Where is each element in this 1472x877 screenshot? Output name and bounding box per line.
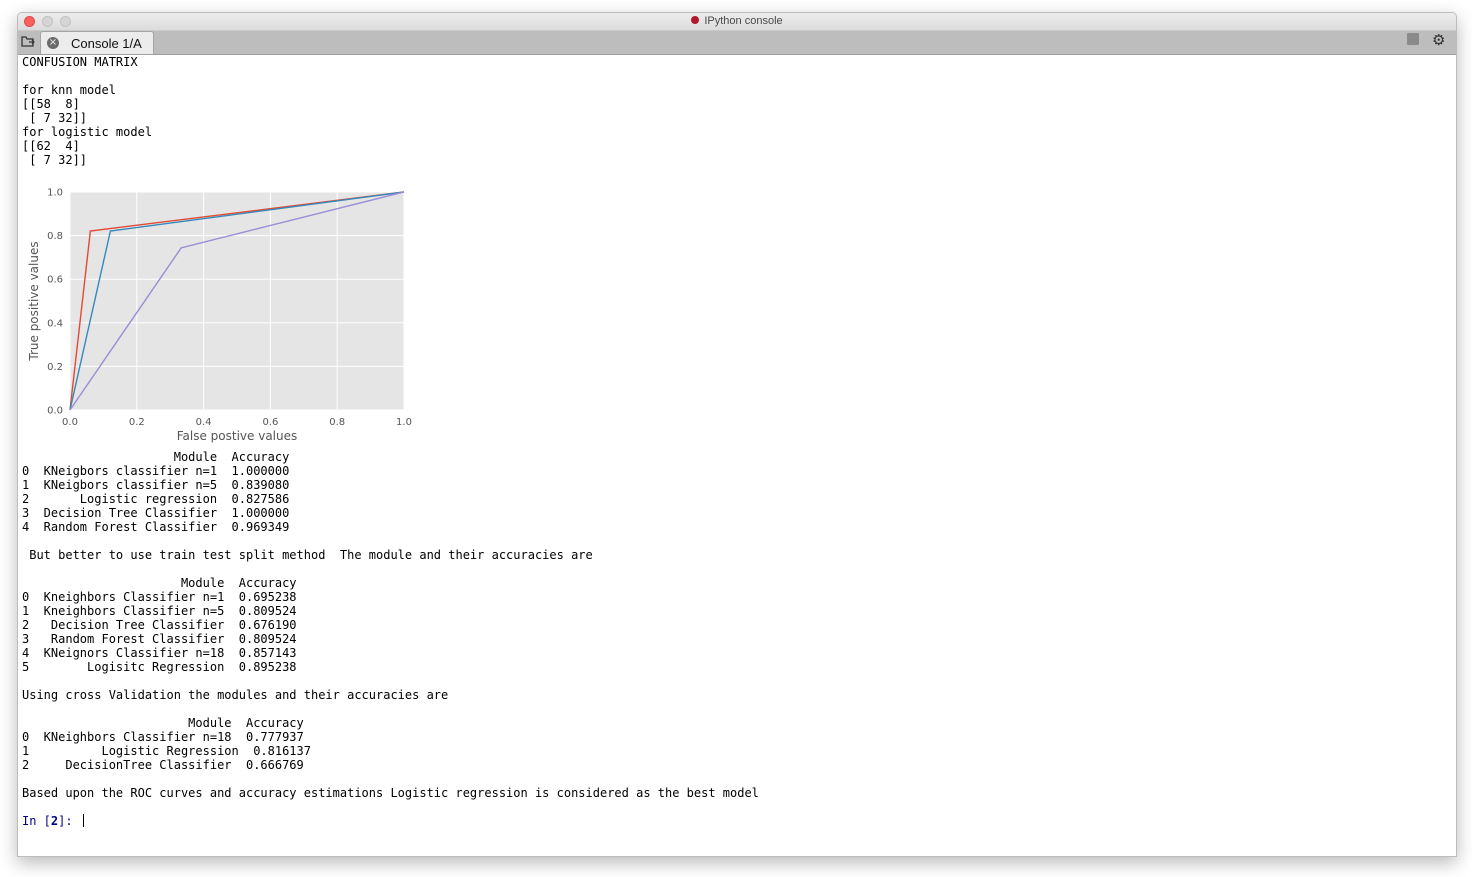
console-line: for knn model: [22, 83, 116, 97]
console-line: [ 7 32]]: [22, 153, 88, 167]
console-line: 3 Random Forest Classifier 0.809524: [22, 632, 297, 646]
confusion-matrix-output: CONFUSION MATRIX for knn model [[58 8] […: [22, 55, 152, 167]
prompt-label: In [: [22, 814, 51, 828]
x-tick-label: 0.2: [129, 417, 145, 428]
console-line: 3 Decision Tree Classifier 1.000000: [22, 506, 290, 520]
title-bar: IPython console: [18, 13, 1456, 31]
y-tick-label: 0.2: [47, 362, 63, 373]
console-line: [[58 8]: [22, 97, 80, 111]
plot-area: [70, 192, 404, 410]
browse-tabs-icon[interactable]: [20, 33, 36, 49]
minimize-window-button[interactable]: [42, 16, 53, 27]
x-axis-label: False postive values: [177, 429, 298, 443]
x-tick-label: 0.0: [62, 417, 78, 428]
roc-curve-chart: 0.0 0.2 0.4 0.6 0.8 1.0 0.0 0.2 0.4 0.6 0.8 1.0 Fals…: [27, 188, 412, 444]
text-cursor: [82, 814, 84, 827]
console-line: Based upon the ROC curves and accuracy e…: [22, 786, 759, 800]
tab-close-icon[interactable]: ×: [47, 37, 59, 49]
console-line: 4 KNeignors Classifier n=18 0.857143: [22, 646, 297, 660]
window-title-text: IPython console: [704, 15, 783, 27]
console-line: Using cross Validation the modules and t…: [22, 688, 449, 702]
console-line: 0 KNeighbors Classifier n=18 0.777937: [22, 730, 304, 744]
x-tick-label: 0.8: [329, 417, 345, 428]
console-line: 2 Decision Tree Classifier 0.676190: [22, 618, 297, 632]
input-prompt[interactable]: In [2]:: [22, 814, 84, 828]
console-line: 1 KNeigbors classifier n=5 0.839080: [22, 478, 290, 492]
console-line: 2 DecisionTree Classifier 0.666769: [22, 758, 304, 772]
x-tick-label: 1.0: [396, 417, 412, 428]
ipython-console-window: IPython console × Console 1/A ⚙ CONFUSIO…: [17, 12, 1457, 857]
ipython-app-icon: [691, 16, 700, 24]
console-line: 1 Logistic Regression 0.816137: [22, 744, 311, 758]
y-tick-label: 0.4: [47, 318, 63, 329]
console-line: 4 Random Forest Classifier 0.969349: [22, 520, 290, 534]
console-line: 2 Logistic regression 0.827586: [22, 492, 290, 506]
y-tick-label: 1.0: [47, 188, 63, 199]
console-line: 0 KNeigbors classifier n=1 1.000000: [22, 464, 290, 478]
close-window-button[interactable]: [24, 16, 35, 27]
y-tick-label: 0.6: [47, 275, 63, 286]
console-output-area[interactable]: CONFUSION MATRIX for knn model [[58 8] […: [18, 55, 1456, 855]
prompt-suffix: ]:: [58, 814, 80, 828]
window-title: IPython console: [18, 15, 1456, 27]
roc-series-line: [69, 191, 405, 411]
prompt-number: 2: [50, 814, 59, 828]
y-axis-label: True positive values: [27, 241, 41, 361]
console-line: [[62 4]: [22, 139, 80, 153]
roc-series-line: [69, 191, 405, 411]
console-line: 5 Logisitc Regression 0.895238: [22, 660, 297, 674]
y-tick-label: 0.8: [47, 231, 63, 242]
console-line: But better to use train test split metho…: [22, 548, 593, 562]
roc-series-line: [69, 191, 405, 411]
console-line: Module Accuracy: [22, 450, 290, 464]
x-tick-label: 0.4: [196, 417, 212, 428]
console-line: 1 Kneighbors Classifier n=5 0.809524: [22, 604, 297, 618]
console-line: for logistic model: [22, 125, 153, 139]
y-tick-label: 0.0: [47, 406, 63, 417]
console-line: Module Accuracy: [22, 716, 304, 730]
console-line: 0 Kneighbors Classifier n=1 0.695238: [22, 590, 297, 604]
tab-label: Console 1/A: [71, 36, 142, 51]
console-line: [ 7 32]]: [22, 111, 88, 125]
console-tab-bar: × Console 1/A ⚙: [18, 31, 1456, 55]
gear-icon[interactable]: ⚙: [1432, 31, 1446, 49]
accuracy-output: Module Accuracy 0 KNeigbors classifier n…: [22, 450, 759, 814]
console-line: CONFUSION MATRIX: [22, 55, 138, 69]
maximize-window-button[interactable]: [60, 16, 71, 27]
console-line: Module Accuracy: [22, 576, 297, 590]
stop-kernel-icon[interactable]: [1407, 33, 1419, 45]
x-tick-label: 0.6: [262, 417, 278, 428]
tab-console-1a[interactable]: × Console 1/A: [40, 31, 154, 54]
